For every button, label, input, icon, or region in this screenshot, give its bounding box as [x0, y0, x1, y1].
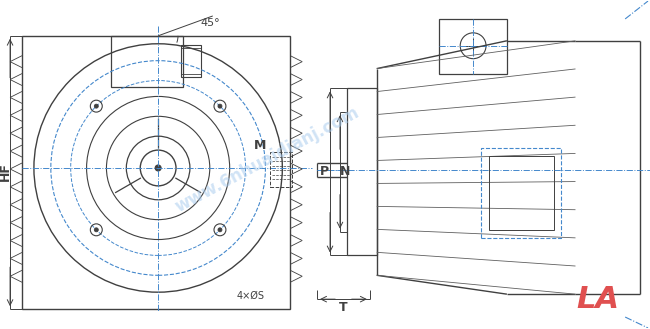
Bar — [181, 45, 201, 77]
Bar — [489, 156, 554, 230]
Text: www.6nhuaidianj.com: www.6nhuaidianj.com — [172, 104, 363, 216]
Text: LA: LA — [577, 285, 620, 314]
Text: N: N — [340, 165, 350, 178]
Circle shape — [218, 104, 222, 108]
Bar — [111, 36, 183, 88]
Text: HF: HF — [0, 163, 12, 181]
Text: 4×ØS: 4×ØS — [237, 291, 265, 301]
Bar — [270, 152, 292, 187]
Bar — [22, 36, 291, 309]
Circle shape — [218, 228, 222, 232]
Bar — [347, 89, 377, 255]
Circle shape — [94, 104, 98, 108]
Text: P: P — [320, 165, 329, 178]
Bar — [439, 19, 507, 74]
Text: M: M — [254, 139, 266, 152]
Text: T: T — [339, 301, 347, 314]
Circle shape — [94, 228, 98, 232]
Text: 45°: 45° — [200, 18, 220, 28]
Circle shape — [155, 165, 161, 171]
Bar — [481, 148, 560, 238]
